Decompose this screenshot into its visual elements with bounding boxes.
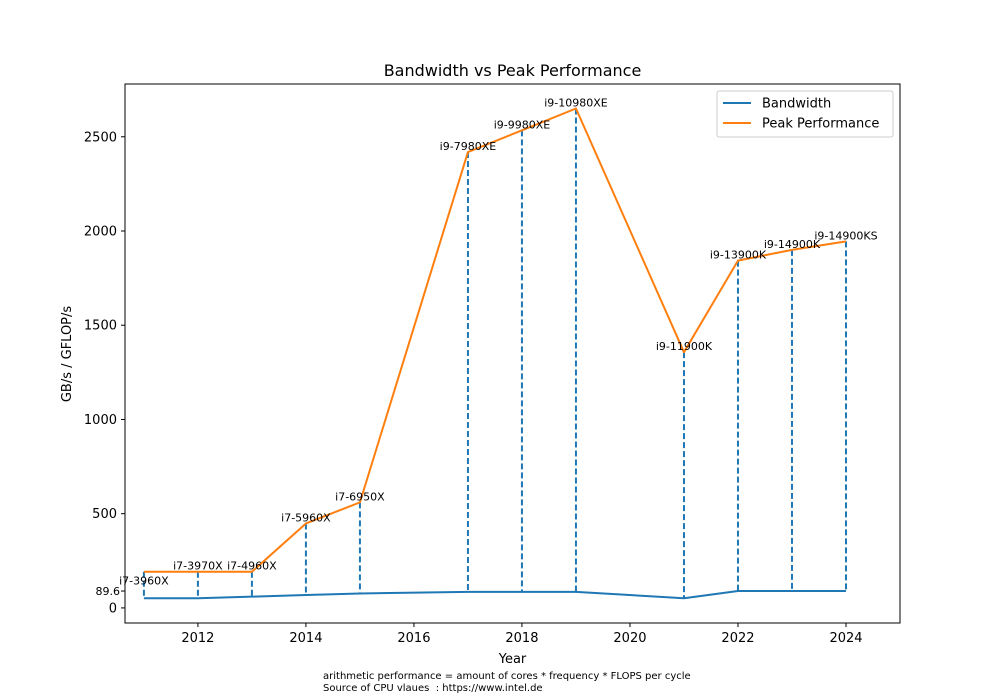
y-axis-label: GB/s / GFLOP/s xyxy=(60,306,75,403)
cpu-annotation: i7-6950X xyxy=(335,490,385,503)
legend: Bandwidth Peak Performance xyxy=(716,90,894,138)
cpu-annotation: i7-5960X xyxy=(281,511,331,524)
y-tick-label: 500 xyxy=(92,507,117,522)
y-tick-label: 2000 xyxy=(84,225,117,240)
y-tick-label: 1000 xyxy=(84,413,117,428)
x-tick-label: 2022 xyxy=(721,631,754,646)
y-tick-label-extra: 89.6 xyxy=(96,585,121,598)
x-tick-label: 2016 xyxy=(397,631,430,646)
cpu-annotation: i9-14900K xyxy=(764,238,821,251)
x-tick-label: 2020 xyxy=(613,631,646,646)
x-tick-label: 2024 xyxy=(829,631,862,646)
cpu-annotation: i7-4960X xyxy=(227,560,277,573)
footnote-formula: arithmetic performance = amount of cores… xyxy=(323,671,691,682)
cpu-annotation: i9-10980XE xyxy=(544,97,608,110)
legend-box xyxy=(716,90,894,138)
cpu-annotation: i7-3960X xyxy=(119,574,169,587)
x-axis: 2012 2014 2016 2018 2020 2022 2024 xyxy=(181,623,863,646)
chart-title: Bandwidth vs Peak Performance xyxy=(384,61,642,80)
legend-label-peak-performance: Peak Performance xyxy=(762,117,879,132)
x-tick-label: 2012 xyxy=(181,631,214,646)
plot-frame xyxy=(124,83,901,624)
plot-area: i7-3960X i7-3970X i7-4960X i7-5960X i7-6950X… xyxy=(119,97,878,600)
footnote-source: Source of CPU vlaues : https://www.intel… xyxy=(323,683,543,694)
y-axis: 0 500 1000 1500 2000 2500 89.6 xyxy=(84,130,125,616)
y-tick-label: 2500 xyxy=(84,130,117,145)
cpu-annotation: i9-14900KS xyxy=(814,229,877,242)
x-tick-label: 2014 xyxy=(289,631,322,646)
cpu-annotation: i9-11900K xyxy=(656,340,713,353)
y-tick-label: 0 xyxy=(109,601,117,616)
x-tick-label: 2018 xyxy=(505,631,538,646)
cpu-annotation: i9-7980XE xyxy=(440,140,497,153)
legend-label-bandwidth: Bandwidth xyxy=(762,97,831,112)
series-line-peak-performance xyxy=(143,107,847,573)
x-axis-label: Year xyxy=(498,652,527,667)
cpu-annotation: i9-9980XE xyxy=(494,118,551,131)
y-tick-label: 1500 xyxy=(84,319,117,334)
series-line-bandwidth xyxy=(143,590,846,600)
cpu-annotation: i7-3970X xyxy=(173,560,223,573)
cpu-annotation: i9-13900K xyxy=(710,249,767,262)
